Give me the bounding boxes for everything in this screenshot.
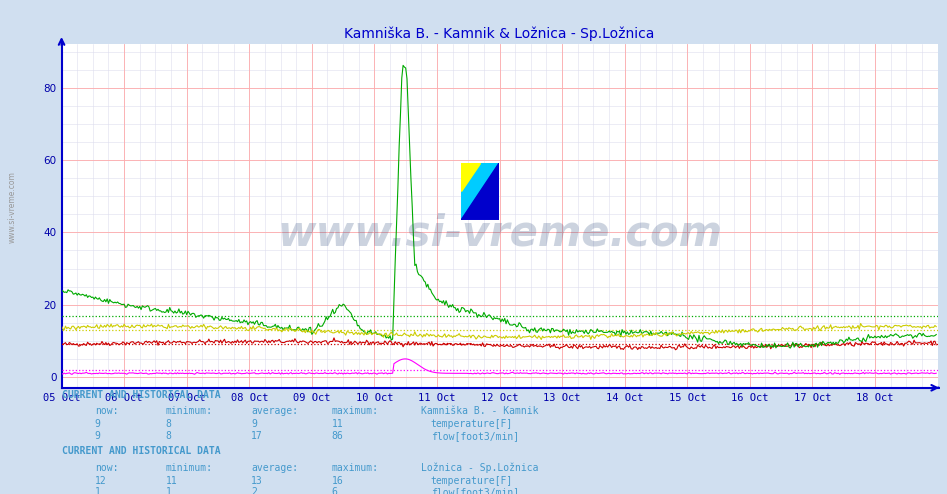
- Text: CURRENT AND HISTORICAL DATA: CURRENT AND HISTORICAL DATA: [62, 390, 221, 400]
- Text: maximum:: maximum:: [331, 463, 379, 473]
- Polygon shape: [461, 163, 480, 192]
- Text: temperature[F]: temperature[F]: [431, 419, 513, 429]
- Text: 8: 8: [166, 431, 171, 441]
- Text: 13: 13: [251, 476, 262, 486]
- Text: www.si-vreme.com: www.si-vreme.com: [8, 171, 17, 244]
- Text: www.si-vreme.com: www.si-vreme.com: [277, 212, 722, 254]
- Text: 8: 8: [166, 419, 171, 429]
- Text: CURRENT AND HISTORICAL DATA: CURRENT AND HISTORICAL DATA: [62, 447, 221, 456]
- Text: 2: 2: [251, 488, 257, 494]
- Text: minimum:: minimum:: [166, 406, 213, 416]
- Text: 1: 1: [95, 488, 100, 494]
- Text: 6: 6: [331, 488, 337, 494]
- Text: flow[foot3/min]: flow[foot3/min]: [431, 488, 519, 494]
- Text: 11: 11: [166, 476, 177, 486]
- Text: temperature[F]: temperature[F]: [431, 476, 513, 486]
- Text: 86: 86: [331, 431, 343, 441]
- Text: now:: now:: [95, 406, 118, 416]
- Text: average:: average:: [251, 406, 298, 416]
- Polygon shape: [461, 163, 499, 220]
- Text: 16: 16: [331, 476, 343, 486]
- Text: average:: average:: [251, 463, 298, 473]
- Text: Kamniška B. - Kamnik: Kamniška B. - Kamnik: [421, 406, 539, 416]
- Text: 1: 1: [166, 488, 171, 494]
- Text: flow[foot3/min]: flow[foot3/min]: [431, 431, 519, 441]
- Text: minimum:: minimum:: [166, 463, 213, 473]
- Text: maximum:: maximum:: [331, 406, 379, 416]
- Text: 9: 9: [95, 419, 100, 429]
- Text: now:: now:: [95, 463, 118, 473]
- Polygon shape: [461, 163, 499, 220]
- Title: Kamniška B. - Kamnik & Ložnica - Sp.Ložnica: Kamniška B. - Kamnik & Ložnica - Sp.Ložn…: [345, 26, 654, 41]
- Text: Ložnica - Sp.Ložnica: Ložnica - Sp.Ložnica: [421, 462, 539, 473]
- Text: 9: 9: [95, 431, 100, 441]
- Text: 11: 11: [331, 419, 343, 429]
- Text: 17: 17: [251, 431, 262, 441]
- Polygon shape: [461, 163, 480, 192]
- Text: 12: 12: [95, 476, 106, 486]
- Text: 9: 9: [251, 419, 257, 429]
